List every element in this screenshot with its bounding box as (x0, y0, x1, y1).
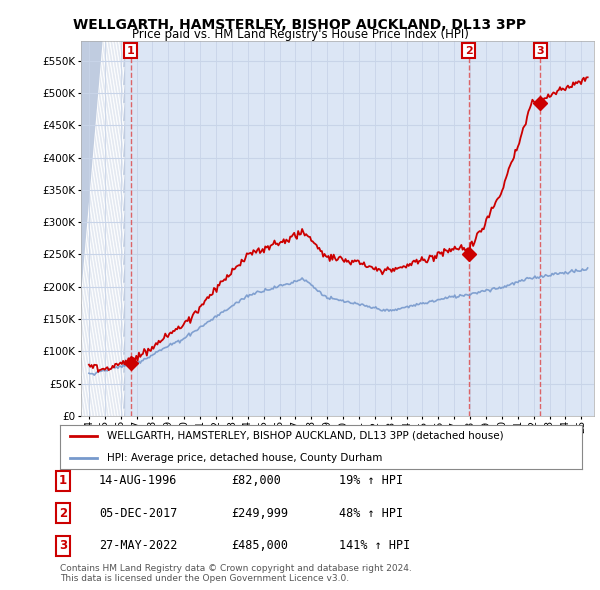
Text: 48% ↑ HPI: 48% ↑ HPI (339, 507, 403, 520)
Text: WELLGARTH, HAMSTERLEY, BISHOP AUCKLAND, DL13 3PP: WELLGARTH, HAMSTERLEY, BISHOP AUCKLAND, … (73, 18, 527, 32)
Text: 05-DEC-2017: 05-DEC-2017 (99, 507, 178, 520)
Text: 2: 2 (465, 45, 473, 55)
Text: £249,999: £249,999 (231, 507, 288, 520)
Text: 1: 1 (127, 45, 134, 55)
Text: 141% ↑ HPI: 141% ↑ HPI (339, 539, 410, 552)
Text: 27-MAY-2022: 27-MAY-2022 (99, 539, 178, 552)
Polygon shape (81, 41, 124, 416)
Text: 3: 3 (536, 45, 544, 55)
Text: 2: 2 (59, 507, 67, 520)
Text: WELLGARTH, HAMSTERLEY, BISHOP AUCKLAND, DL13 3PP (detached house): WELLGARTH, HAMSTERLEY, BISHOP AUCKLAND, … (107, 431, 503, 441)
Text: 1: 1 (59, 474, 67, 487)
Text: HPI: Average price, detached house, County Durham: HPI: Average price, detached house, Coun… (107, 453, 382, 463)
Text: £82,000: £82,000 (231, 474, 281, 487)
Text: Contains HM Land Registry data © Crown copyright and database right 2024.
This d: Contains HM Land Registry data © Crown c… (60, 563, 412, 583)
Text: £485,000: £485,000 (231, 539, 288, 552)
Text: 3: 3 (59, 539, 67, 552)
Text: Price paid vs. HM Land Registry's House Price Index (HPI): Price paid vs. HM Land Registry's House … (131, 28, 469, 41)
Text: 19% ↑ HPI: 19% ↑ HPI (339, 474, 403, 487)
Text: 14-AUG-1996: 14-AUG-1996 (99, 474, 178, 487)
